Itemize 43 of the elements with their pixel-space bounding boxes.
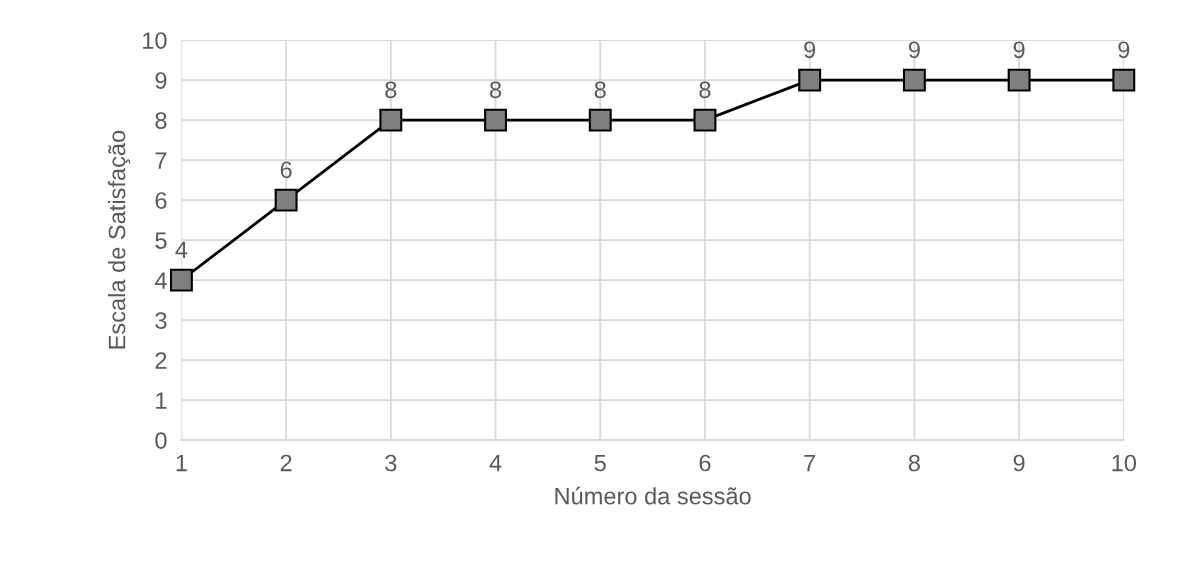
data-label: 9: [1013, 41, 1025, 59]
point: [484, 108, 507, 132]
x-tick-label: 6: [699, 454, 711, 472]
y-tick-label: 5: [155, 232, 167, 249]
x-tick-label: 8: [908, 454, 920, 472]
point: [379, 108, 403, 132]
data-label: 9: [908, 41, 920, 59]
y-tick-label: 7: [155, 152, 167, 169]
point: [169, 268, 193, 292]
x-tick-label: 9: [1013, 454, 1025, 472]
x-tick-label: 4: [489, 454, 502, 472]
x-tick-label: 10: [1112, 454, 1137, 472]
y-tick-label: 0: [155, 432, 167, 449]
x-tick-label: 1: [176, 454, 187, 472]
y-tick-label: 8: [155, 112, 167, 129]
data-label: 8: [594, 81, 606, 99]
point: [693, 108, 717, 132]
y-tick-label: 10: [143, 32, 167, 49]
data-label: 8: [490, 81, 502, 99]
y-tick-label: 9: [155, 72, 167, 89]
y-axis-title: Escala de Satisfação: [108, 130, 131, 349]
y-tick-label: 3: [155, 312, 167, 329]
x-tick-label: 2: [280, 454, 292, 472]
point: [902, 68, 926, 92]
data-label: 9: [804, 41, 816, 59]
point: [588, 108, 612, 132]
y-tick-label: 2: [155, 352, 167, 369]
y-tick-label: 4: [154, 272, 167, 289]
data-label: 4: [175, 241, 188, 258]
x-tick-label: 7: [804, 454, 816, 472]
x-axis-title: Número da sessão: [555, 486, 751, 505]
point: [274, 188, 298, 212]
point: [798, 68, 822, 92]
point: [1007, 68, 1031, 92]
data-label: 8: [699, 81, 711, 99]
y-tick-label: 6: [155, 192, 167, 209]
data-label: 6: [280, 161, 292, 179]
x-tick-label: 5: [594, 454, 606, 472]
point: [1112, 68, 1136, 92]
y-tick-label: 1: [156, 392, 167, 409]
x-tick-label: 3: [385, 454, 397, 472]
data-label: 9: [1118, 41, 1130, 59]
data-label: 8: [385, 81, 397, 99]
